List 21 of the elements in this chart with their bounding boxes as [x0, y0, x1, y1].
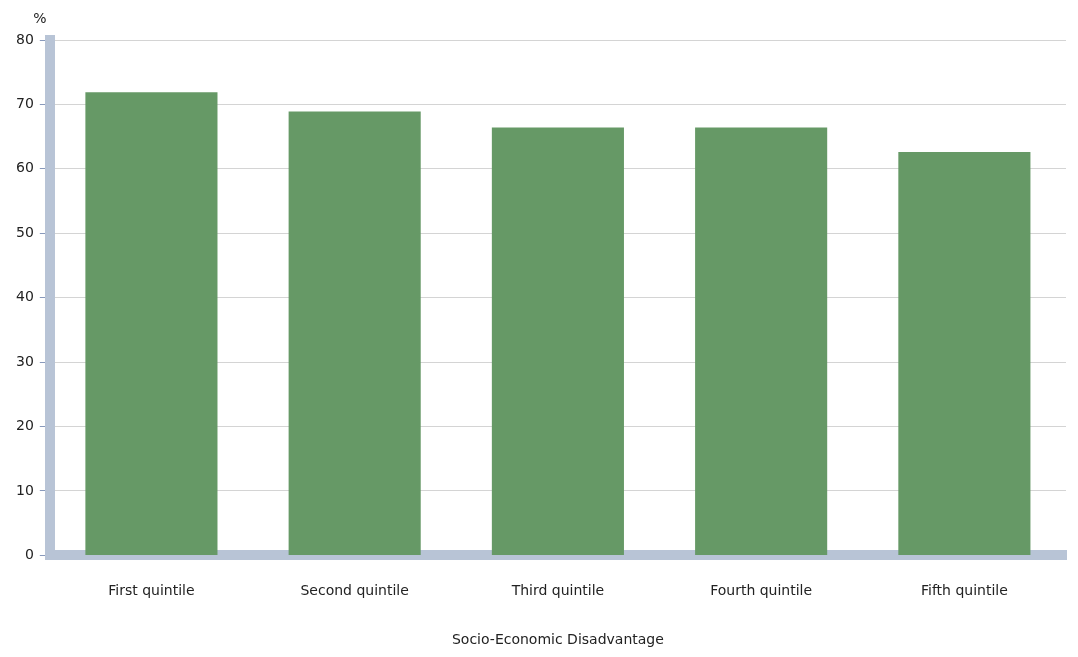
y-tick-label: 50: [15, 223, 34, 240]
y-tick-label: 0: [24, 546, 34, 563]
bar: [898, 152, 1031, 555]
bar: [491, 127, 624, 555]
x-tick-label: Second quintile: [300, 582, 409, 599]
bar: [695, 127, 828, 555]
bar: [85, 92, 218, 555]
y-tick-label: 40: [15, 288, 34, 305]
y-axis-title: %: [33, 9, 47, 26]
y-tick-label: 80: [15, 30, 34, 47]
x-tick-label: Third quintile: [510, 582, 605, 599]
y-tick-label: 10: [15, 481, 34, 498]
x-tick-label: Fourth quintile: [710, 582, 813, 599]
x-tick-label: Fifth quintile: [920, 582, 1008, 599]
y-tick-label: 60: [15, 159, 34, 176]
y-tick-label: 30: [15, 352, 34, 369]
y-tick-label: 20: [15, 417, 34, 434]
x-tick-label: First quintile: [108, 582, 195, 599]
bar: [288, 111, 421, 555]
y-tick-label: 70: [15, 95, 34, 112]
x-axis-title: Socio-Economic Disadvantage: [451, 631, 664, 648]
